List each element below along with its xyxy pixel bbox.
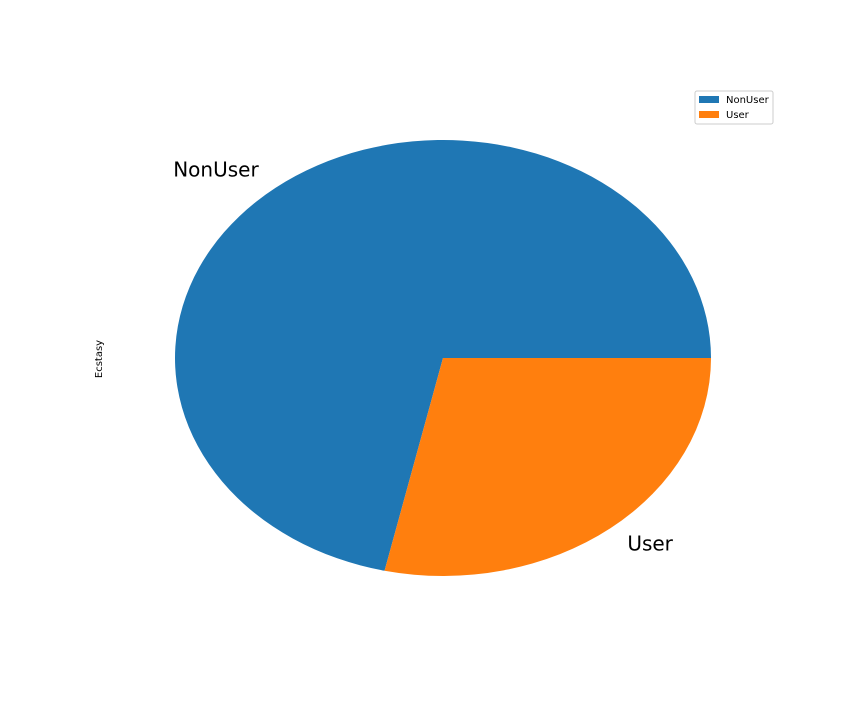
legend-label-user: User	[726, 110, 750, 121]
pie-slice-user	[384, 358, 711, 576]
y-axis-label: Ecstasy	[94, 340, 105, 378]
slice-label-user: User	[627, 532, 673, 556]
legend-label-nonuser: NonUser	[726, 95, 770, 106]
slice-label-nonuser: NonUser	[173, 157, 259, 181]
legend-swatch-nonuser	[699, 96, 719, 103]
pie-slices	[175, 139, 711, 576]
pie-slice-labels: NonUser User	[173, 157, 673, 555]
pie-slice-nonuser	[175, 139, 711, 571]
legend: NonUser User	[694, 90, 774, 125]
legend-swatch-user	[699, 111, 719, 118]
